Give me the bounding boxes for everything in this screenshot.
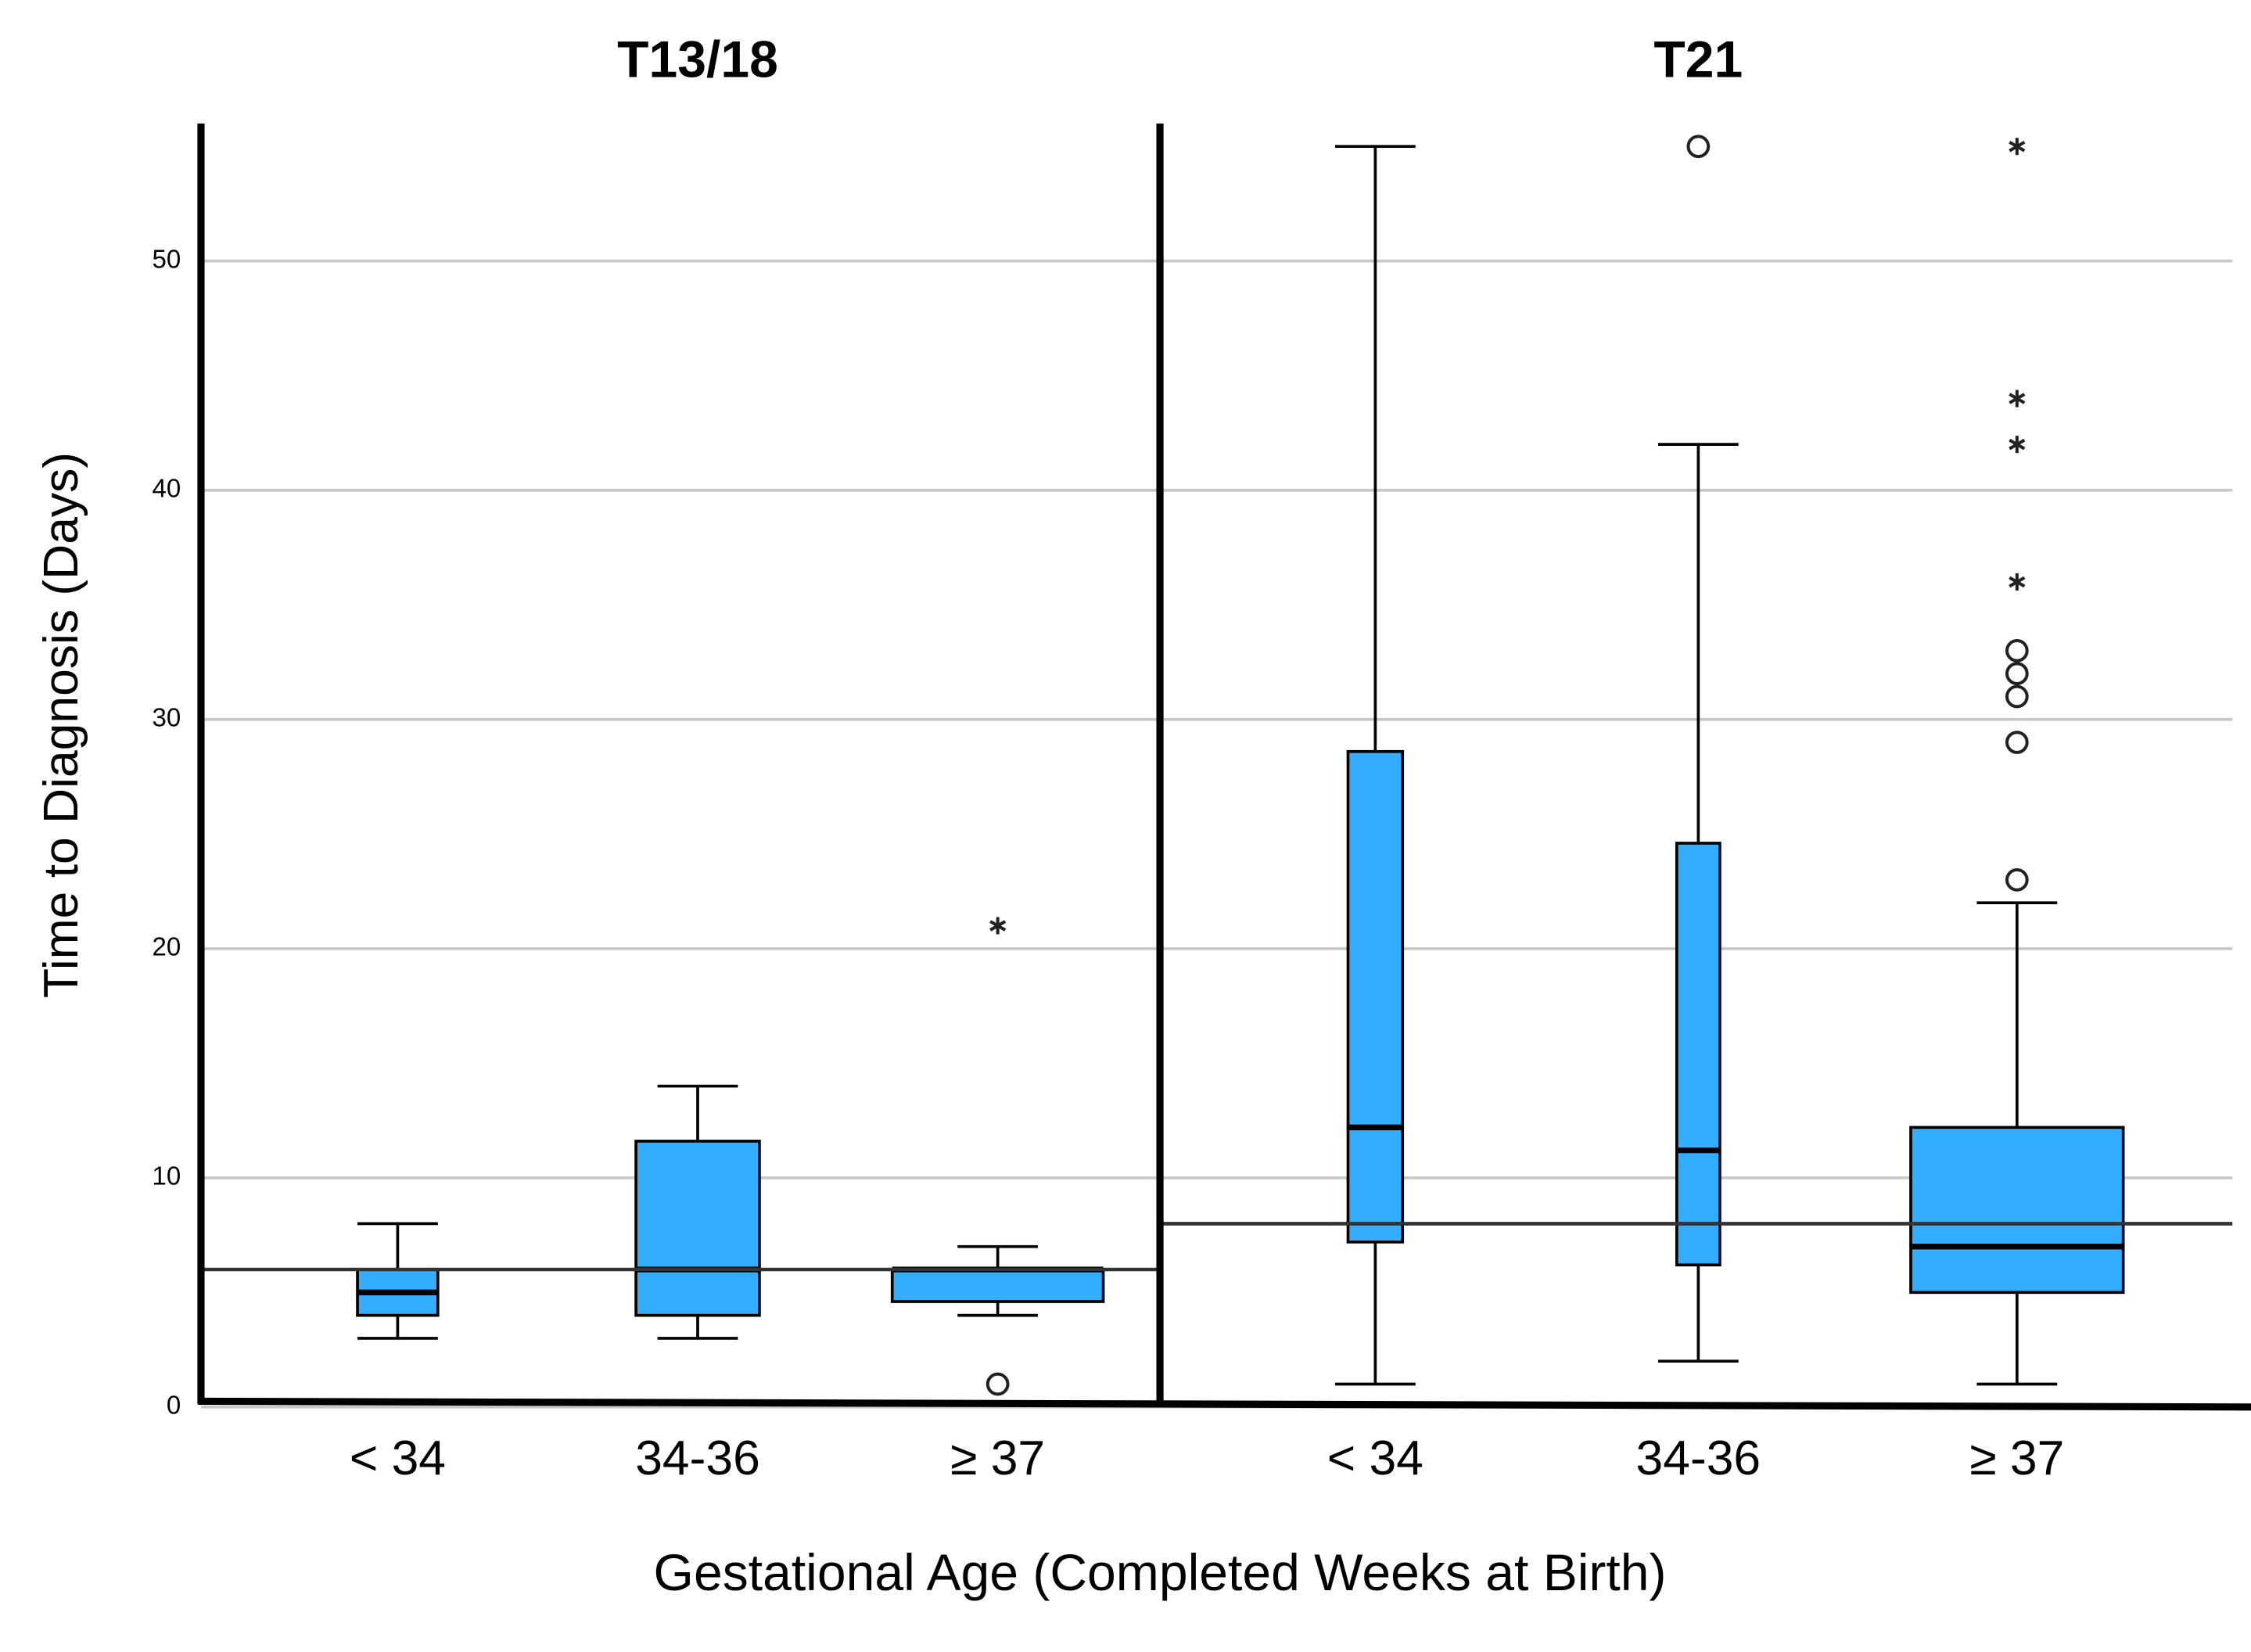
extreme-marker xyxy=(2009,138,2026,156)
y-tick-label: 50 xyxy=(153,244,181,273)
x-tick-label: ≥ 37 xyxy=(950,1431,1045,1485)
x-axis xyxy=(198,1397,2251,1411)
box xyxy=(1909,1126,2125,1295)
extreme-stroke xyxy=(989,920,1007,932)
x-tick-label: ≥ 37 xyxy=(1969,1431,2064,1485)
extreme-marker xyxy=(2009,436,2026,454)
outlier xyxy=(2005,662,2029,686)
y-axis-title: Time to Diagnosis (Days) xyxy=(34,452,88,998)
panel-title: T21 xyxy=(1653,31,1743,88)
y-tick-label: 0 xyxy=(167,1391,181,1420)
x-tick-label: < 34 xyxy=(350,1431,446,1485)
outlier xyxy=(2005,731,2029,754)
extreme-stroke xyxy=(2009,140,2026,153)
y-tick-label: 20 xyxy=(153,932,181,961)
extreme-marker xyxy=(2009,390,2026,408)
extreme-marker xyxy=(989,917,1007,935)
outlier xyxy=(2005,684,2029,709)
extreme-stroke xyxy=(2009,576,2026,588)
box xyxy=(1346,749,1405,1244)
outlier xyxy=(2005,868,2029,892)
x-tick-label: 34-36 xyxy=(1636,1431,1761,1485)
x-tick-label: < 34 xyxy=(1327,1431,1423,1485)
y-tick-label: 30 xyxy=(153,702,181,731)
box xyxy=(890,1268,1105,1303)
box xyxy=(1675,842,1721,1266)
x-axis-title: Gestational Age (Completed Weeks at Birt… xyxy=(654,1544,1667,1602)
extreme-stroke xyxy=(2009,393,2026,404)
outlier xyxy=(1686,135,1711,159)
box xyxy=(634,1140,761,1317)
extreme-stroke xyxy=(2009,438,2026,451)
outlier xyxy=(2005,638,2029,663)
y-tick-label: 10 xyxy=(153,1162,181,1191)
x-tick-label: 34-36 xyxy=(635,1431,760,1485)
extreme-marker xyxy=(2009,573,2026,591)
y-tick-label: 40 xyxy=(153,473,181,502)
outlier xyxy=(985,1372,1010,1396)
panel-title: T13/18 xyxy=(617,31,778,88)
